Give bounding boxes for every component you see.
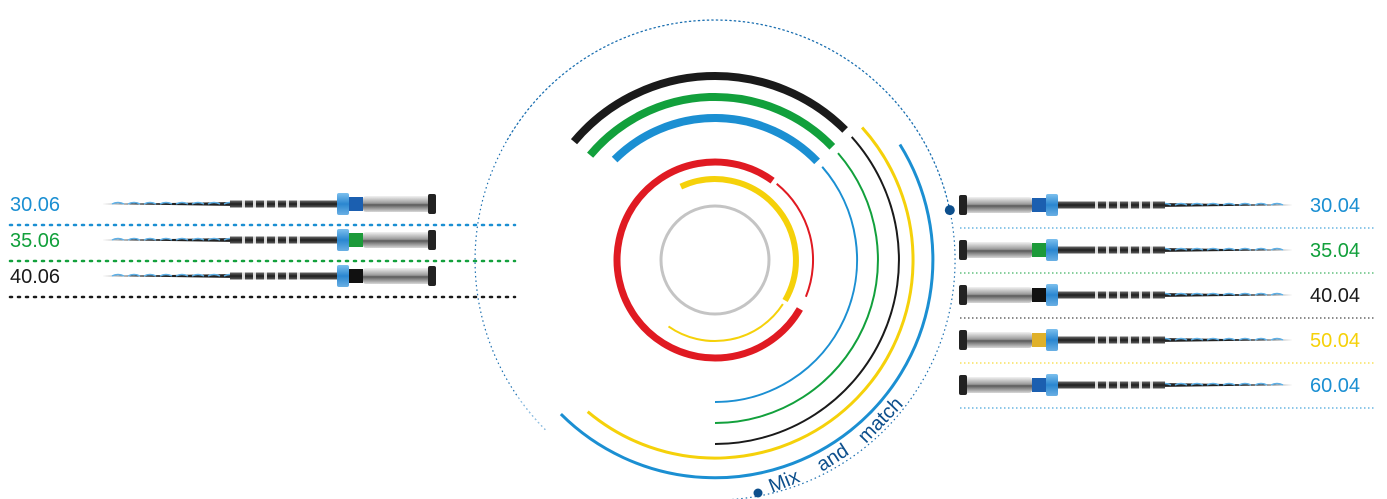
right-file-row: 35.04 (959, 239, 1375, 273)
size-label: 35.06 (10, 230, 60, 252)
size-label: 35.04 (1310, 240, 1360, 262)
right-file-list: 30.04 35.04 40.04 50.04 60.04 (959, 194, 1375, 408)
endodontic-file-icon (959, 329, 1293, 351)
left-file-row: 30.06 (10, 193, 515, 225)
endodontic-file-icon (959, 374, 1293, 396)
size-label: 40.04 (1310, 285, 1360, 307)
size-label: 50.04 (1310, 330, 1360, 352)
right-file-row: 30.04 (959, 194, 1375, 228)
center-ring (661, 206, 769, 314)
endodontic-file-icon (102, 193, 436, 215)
left-file-list: 30.06 35.06 40.06 (10, 193, 515, 297)
ring-end-dot-top (945, 205, 955, 215)
red-ring-thick (617, 162, 800, 358)
blue-ring-thick (615, 118, 818, 161)
size-label: 40.06 (10, 266, 60, 288)
yellow-outer-ring-thin (588, 128, 913, 459)
endodontic-file-icon (959, 239, 1293, 261)
ring-end-dot-bottom (754, 489, 763, 498)
yellow-ring-thick (681, 179, 796, 300)
size-label: 30.04 (1310, 195, 1360, 217)
endodontic-file-icon (959, 284, 1293, 306)
endodontic-file-icon (959, 194, 1293, 216)
endodontic-file-icon (102, 229, 436, 251)
right-file-row: 50.04 (959, 329, 1375, 363)
left-file-row: 40.06 (10, 265, 515, 297)
yellow-ring-thin (669, 304, 783, 341)
size-label: 60.04 (1310, 375, 1360, 397)
dotted-ring-fade (518, 398, 545, 430)
right-file-row: 40.04 (959, 284, 1375, 318)
left-file-row: 35.06 (10, 229, 515, 261)
size-label: 30.06 (10, 194, 60, 216)
endodontic-file-icon (102, 265, 436, 287)
right-file-row: 60.04 (959, 374, 1375, 408)
tagline-and: and (813, 440, 853, 477)
blue-ring-thin (715, 167, 857, 402)
